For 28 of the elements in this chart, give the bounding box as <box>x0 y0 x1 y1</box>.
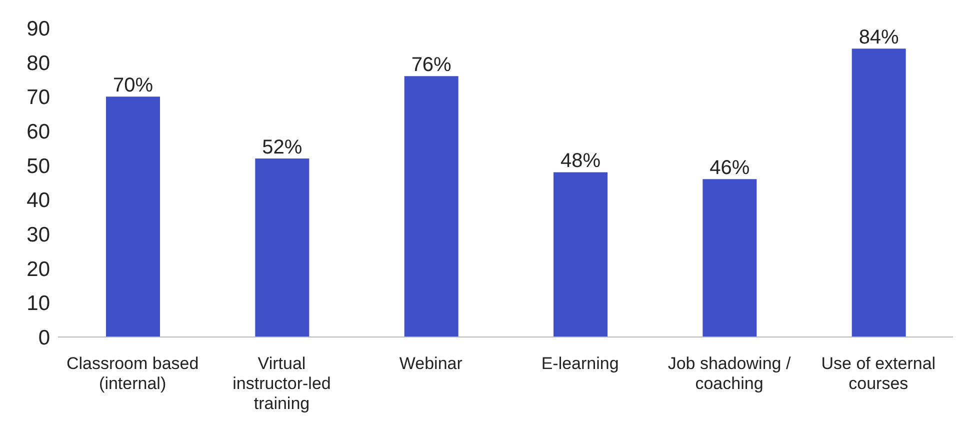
y-tick-label: 30 <box>26 223 50 246</box>
x-tick-label: Virtual instructor-led training <box>232 354 331 413</box>
y-tick-label: 0 <box>38 326 50 350</box>
data-label: 46% <box>710 157 750 180</box>
bar <box>255 158 310 337</box>
y-tick-label: 40 <box>26 189 50 212</box>
data-label: 84% <box>858 26 900 49</box>
y-tick-label: 20 <box>26 258 50 281</box>
data-label: 70% <box>112 74 154 97</box>
bar <box>404 76 458 337</box>
x-tick-label: Job shadowing / coaching <box>668 354 791 393</box>
y-tick-label: 90 <box>26 17 50 40</box>
bar <box>852 48 906 337</box>
data-label: 76% <box>411 54 452 76</box>
x-tick-label: Use of external courses <box>821 354 936 393</box>
bar <box>702 179 757 337</box>
y-tick-label: 70 <box>26 86 50 110</box>
x-tick-label: Webinar <box>399 354 463 373</box>
y-tick-label: 80 <box>26 52 50 75</box>
y-tick-label: 50 <box>26 154 50 178</box>
bar <box>106 96 160 337</box>
data-label: 48% <box>560 150 601 172</box>
bar <box>554 172 608 337</box>
x-tick-label: Classroom based (internal) <box>66 354 199 393</box>
y-tick-label: 60 <box>26 120 50 144</box>
y-tick-label: 10 <box>26 292 50 316</box>
x-tick-label: E-learning <box>541 354 619 373</box>
data-label: 52% <box>262 136 302 158</box>
